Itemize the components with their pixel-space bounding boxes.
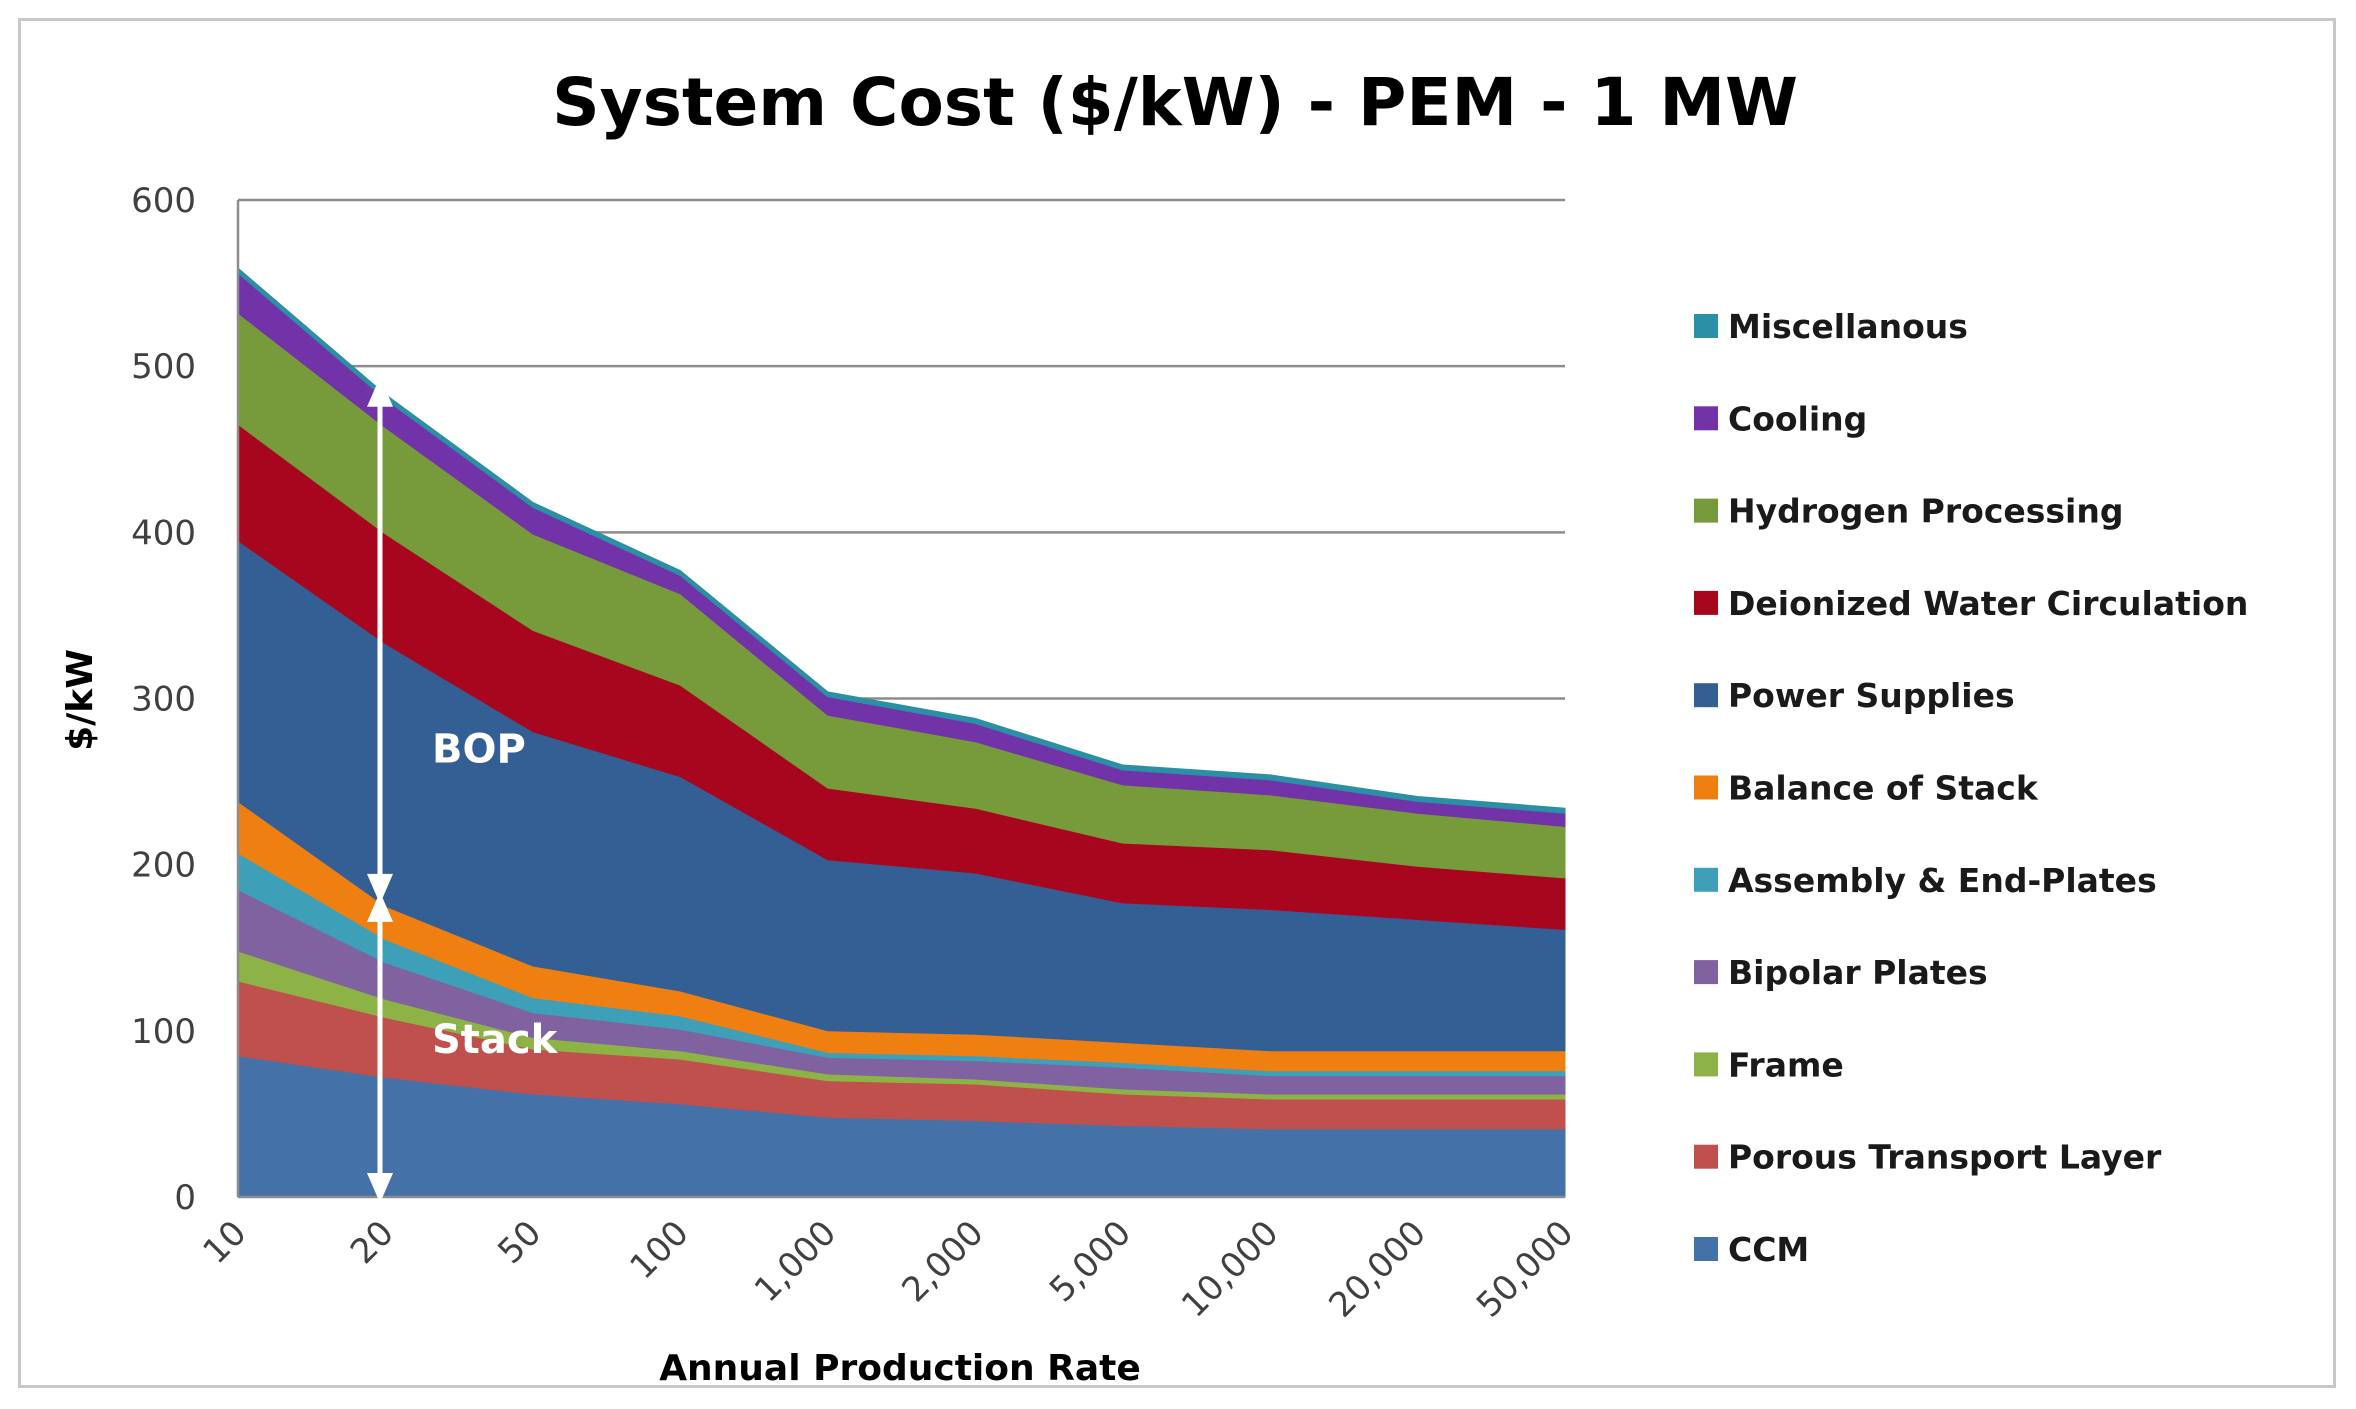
legend-label: Balance of Stack	[1728, 769, 2039, 808]
y-axis-ticks: 0 100 200 300 400 500 600	[131, 181, 196, 1218]
legend-label: Frame	[1728, 1045, 1844, 1084]
legend-swatch	[1694, 867, 1718, 892]
y-tick-label: 0	[174, 1178, 196, 1218]
legend-item-frame: Frame	[1694, 1045, 1844, 1084]
legend-item-deionized-water-circulation: Deionized Water Circulation	[1694, 584, 2248, 623]
x-tick-label: 50,000	[1469, 1213, 1581, 1325]
legend-item-bipolar-plates: Bipolar Plates	[1694, 953, 1988, 992]
legend-item-cooling: Cooling	[1694, 399, 1867, 438]
y-tick-label: 600	[131, 181, 196, 221]
legend-item-hydrogen-processing: Hydrogen Processing	[1694, 492, 2123, 531]
x-axis-title: Annual Production Rate	[659, 1348, 1141, 1389]
legend-swatch	[1694, 406, 1718, 431]
legend-label: CCM	[1728, 1230, 1809, 1269]
legend-swatch	[1694, 590, 1718, 615]
x-tick-label: 100	[623, 1213, 697, 1287]
legend-swatch	[1694, 1237, 1718, 1261]
legend-item-miscellanous: Miscellanous	[1694, 307, 1968, 346]
bop-arrow-head-top	[367, 376, 393, 407]
legend-item-ccm: CCM	[1694, 1230, 1809, 1269]
legend-swatch	[1694, 960, 1718, 985]
legend-label: Power Supplies	[1728, 676, 2015, 715]
legend-label: Porous Transport Layer	[1728, 1138, 2162, 1177]
legend-swatch	[1694, 1052, 1718, 1077]
legend-item-assembly-end-plates: Assembly & End-Plates	[1694, 861, 2157, 900]
y-axis-title: $/kW	[60, 649, 101, 751]
stack-arrow-head-top	[367, 891, 393, 922]
y-tick-label: 500	[131, 347, 196, 387]
x-tick-label: 1,000	[747, 1213, 844, 1310]
chart-title: System Cost ($/kW) - PEM - 1 MW	[552, 64, 1798, 141]
bop-label: BOP	[432, 726, 526, 772]
x-tick-label: 20,000	[1322, 1213, 1434, 1325]
annotations: BOP Stack	[367, 376, 559, 1203]
legend: Miscellanous Cooling Hydrogen Processing De…	[1694, 307, 2248, 1269]
stacked-areas	[237, 267, 1566, 1198]
y-tick-label: 400	[131, 513, 196, 553]
legend-label: Hydrogen Processing	[1728, 492, 2123, 531]
legend-item-porous-transport-layer: Porous Transport Layer	[1694, 1138, 2162, 1177]
x-tick-label: 2,000	[894, 1213, 991, 1310]
x-tick-label: 5,000	[1042, 1213, 1139, 1310]
legend-swatch	[1694, 775, 1718, 800]
area-miscellanous	[237, 267, 1566, 814]
legend-label: Cooling	[1728, 399, 1867, 438]
x-tick-label: 10	[195, 1213, 254, 1272]
legend-label: Deionized Water Circulation	[1728, 584, 2248, 623]
y-tick-label: 200	[131, 846, 196, 886]
legend-swatch	[1694, 1144, 1718, 1169]
legend-item-power-supplies: Power Supplies	[1694, 676, 2015, 715]
x-axis-ticks: 10 20 50 100 1,000 2,000 5,000 10,000 20,000 50,0…	[195, 1213, 1581, 1325]
legend-label: Miscellanous	[1728, 307, 1968, 346]
legend-label: Assembly & End-Plates	[1728, 861, 2157, 900]
x-tick-label: 20	[343, 1213, 402, 1272]
x-tick-label: 50	[490, 1213, 549, 1272]
legend-swatch	[1694, 314, 1718, 338]
legend-swatch	[1694, 498, 1718, 523]
stack-label: Stack	[432, 1017, 559, 1063]
axes	[236, 200, 1565, 1199]
bop-arrow-head-bottom	[367, 873, 393, 904]
stack-arrow-head-bottom	[367, 1173, 393, 1203]
legend-item-balance-of-stack: Balance of Stack	[1694, 769, 2039, 808]
legend-swatch	[1694, 683, 1718, 708]
y-tick-label: 100	[131, 1012, 196, 1052]
legend-label: Bipolar Plates	[1728, 953, 1988, 992]
y-tick-label: 300	[131, 680, 196, 720]
x-tick-label: 10,000	[1174, 1213, 1286, 1325]
